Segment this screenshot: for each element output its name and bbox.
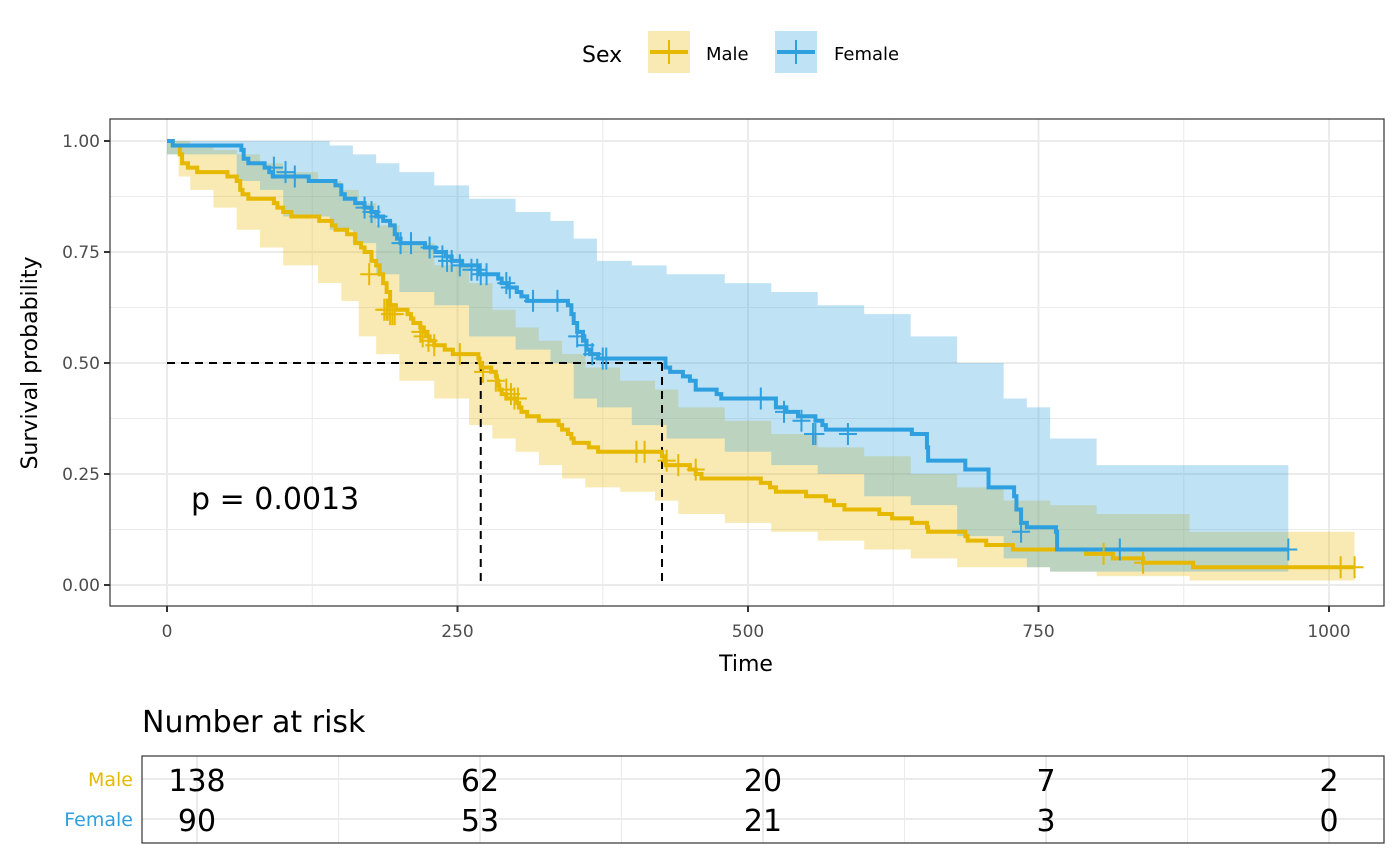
- censor-mark-female: [477, 263, 496, 286]
- censor-mark-female: [838, 423, 857, 446]
- censor-mark-female: [1110, 538, 1129, 561]
- survival-curve-male: [167, 139, 1355, 570]
- censor-mark-male: [686, 458, 705, 481]
- censor-mark-male: [425, 334, 444, 357]
- censor-mark-female: [369, 205, 388, 228]
- censor-mark-female: [1279, 538, 1298, 561]
- x-tick-label: 250: [441, 622, 473, 642]
- censor-mark-male: [385, 303, 404, 326]
- confidence-ribbons: [167, 141, 1355, 581]
- plot-panel: p = 0.0013: [109, 118, 1385, 607]
- risk-table-title: Number at risk: [142, 705, 366, 740]
- risk-row-label-female: Female: [64, 809, 133, 831]
- censor-mark-female: [402, 232, 421, 255]
- censor-mark-female: [548, 289, 567, 312]
- risk-cell: 138: [168, 764, 225, 799]
- y-tick-label: 0.75: [62, 243, 100, 263]
- censor-mark-male: [669, 454, 688, 477]
- risk-row-label-male: Male: [88, 769, 133, 791]
- censor-mark-female: [276, 161, 295, 184]
- censor-mark-male: [635, 440, 654, 463]
- risk-cell: 53: [461, 804, 499, 839]
- censor-mark-female: [500, 276, 519, 299]
- y-tick-label: 1.00: [62, 132, 100, 152]
- risk-table-border: [141, 755, 1385, 844]
- censor-mark-male: [360, 263, 379, 286]
- censor-mark-female: [524, 289, 543, 312]
- risk-table-cells: Male 138 62 20 7 2 Female 90 53 21 3 0: [64, 764, 1338, 839]
- legend-label-male: Male: [706, 44, 749, 65]
- y-axis-title: Survival probability: [18, 256, 43, 469]
- legend-item-female: Female: [775, 31, 899, 73]
- median-lines: [167, 362, 664, 585]
- x-tick-label: 1000: [1307, 622, 1350, 642]
- censor-mark-male: [1094, 542, 1113, 565]
- censor-marks: [264, 156, 1364, 579]
- censor-mark-female: [285, 165, 304, 188]
- censor-mark-male: [1345, 556, 1364, 579]
- censor-mark-male: [474, 360, 493, 383]
- censor-mark-male: [450, 343, 469, 366]
- censor-mark-female: [568, 325, 587, 348]
- censor-mark-female: [468, 258, 487, 281]
- p-value-annotation: p = 0.0013: [191, 482, 359, 517]
- legend-title: Sex: [582, 43, 622, 68]
- risk-cell: 2: [1319, 764, 1338, 799]
- censor-mark-male: [657, 449, 676, 472]
- x-axis: 0 250 500 750 1000: [162, 606, 1351, 642]
- censor-mark-male: [486, 369, 505, 392]
- x-axis-title: Time: [718, 652, 773, 677]
- risk-cell: 90: [178, 804, 216, 839]
- risk-cell: 62: [461, 764, 499, 799]
- censor-mark-female: [264, 156, 283, 179]
- x-tick-label: 500: [732, 622, 764, 642]
- risk-cell: 20: [744, 764, 782, 799]
- x-tick-label: 750: [1022, 622, 1054, 642]
- risk-cell: 0: [1319, 804, 1338, 839]
- censor-mark-female: [792, 409, 811, 432]
- risk-table-grid: [142, 756, 1384, 843]
- censor-mark-female: [442, 249, 461, 272]
- ci-ribbon-female: [167, 141, 1289, 572]
- censor-mark-male: [497, 378, 516, 401]
- censor-mark-female: [420, 236, 439, 259]
- censor-mark-male: [411, 320, 430, 343]
- risk-table: Number at risk Male 138 62 20 7 2 Female 90 53 21…: [64, 705, 1385, 844]
- x-tick-label: 0: [162, 622, 173, 642]
- y-tick-label: 0.00: [62, 576, 100, 596]
- legend-label-female: Female: [834, 44, 899, 65]
- censor-mark-female: [497, 272, 516, 295]
- censor-mark-female: [775, 400, 794, 423]
- censor-mark-female: [597, 347, 616, 370]
- censor-mark-female: [1012, 520, 1031, 543]
- grid: [110, 119, 1384, 606]
- y-tick-label: 0.50: [62, 354, 100, 374]
- censor-mark-male: [1134, 551, 1153, 574]
- censor-mark-male: [508, 387, 527, 410]
- risk-cell: 7: [1036, 764, 1055, 799]
- censor-mark-female: [583, 343, 602, 366]
- risk-cell: 21: [744, 804, 782, 839]
- y-axis: 0.00 0.25 0.50 0.75 1.00: [62, 132, 110, 596]
- censor-mark-female: [751, 387, 770, 410]
- censor-mark-female: [450, 254, 469, 277]
- y-tick-label: 0.25: [62, 465, 100, 485]
- censor-mark-female: [433, 245, 452, 268]
- legend-item-male: Male: [648, 31, 749, 73]
- ci-ribbon-male: [167, 141, 1355, 581]
- risk-cell: 3: [1036, 804, 1055, 839]
- legend: Sex Male Female: [582, 31, 899, 73]
- censor-mark-female: [806, 423, 825, 446]
